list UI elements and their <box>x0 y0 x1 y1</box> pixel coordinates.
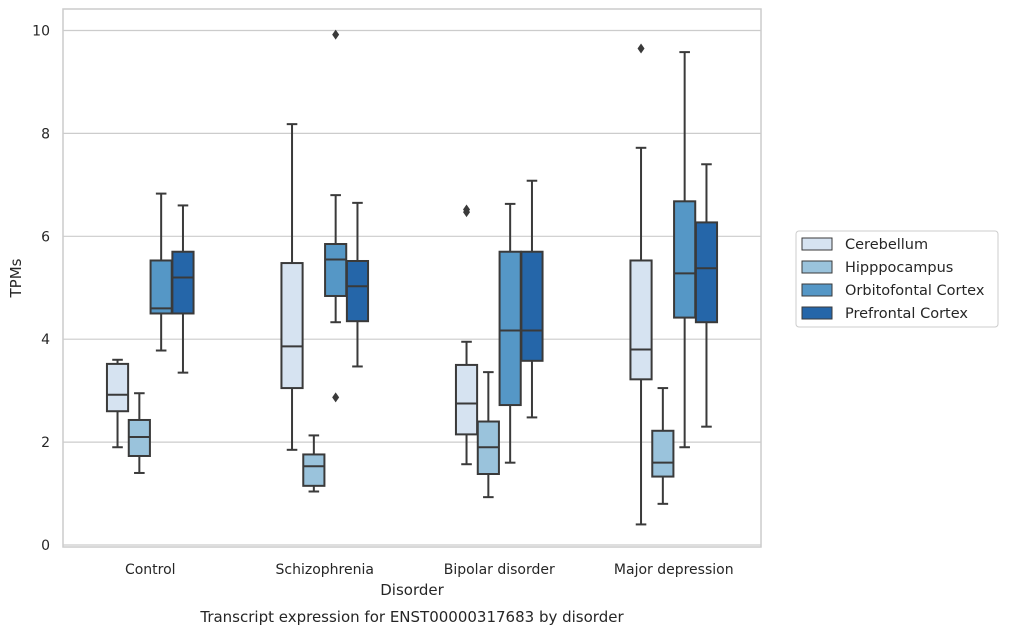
legend-label: Prefrontal Cortex <box>845 306 968 322</box>
y-tick-label: 2 <box>41 435 50 451</box>
boxes <box>105 29 719 526</box>
y-tick-label: 4 <box>41 332 50 348</box>
box-iqr <box>280 262 304 390</box>
box-plot <box>324 29 348 403</box>
legend-label: Cerebellum <box>845 237 928 253</box>
legend-label: Hipppocampus <box>845 260 953 276</box>
y-tick-label: 8 <box>41 126 50 142</box>
box-iqr <box>302 453 326 487</box>
box-plot <box>629 43 653 526</box>
box-iqr <box>149 259 173 315</box>
chart-title: Transcript expression for ENST0000031768… <box>199 608 624 626</box>
box-iqr <box>324 243 348 297</box>
box-plot <box>694 163 719 428</box>
legend-swatch <box>801 237 833 251</box>
x-tick-label: Major depression <box>614 562 734 578</box>
x-tick-label: Bipolar disorder <box>444 562 555 578</box>
box-plot <box>520 179 544 419</box>
outlier-marker <box>332 392 340 403</box>
box-iqr <box>105 362 130 413</box>
y-tick-label: 0 <box>41 538 50 554</box>
legend-frame <box>795 230 999 328</box>
box-plot <box>345 201 370 368</box>
y-tick-label: 6 <box>41 229 50 245</box>
box-plot <box>673 51 697 449</box>
box-iqr <box>651 429 675 478</box>
box-iqr <box>694 221 719 324</box>
y-tick-labels: 0 2 4 6 8 10 <box>32 24 50 555</box>
box-plot <box>476 371 500 499</box>
box-iqr <box>629 259 653 381</box>
outlier-marker <box>637 43 645 54</box>
box-plot <box>280 123 304 451</box>
box-iqr <box>345 259 370 323</box>
box-iqr <box>454 363 479 436</box>
box-plot <box>651 387 675 505</box>
outlier-marker <box>332 29 340 40</box>
box-plot <box>302 434 326 493</box>
legend: Cerebellum Hipppocampus Orbitofontal Corte… <box>795 230 999 328</box>
legend-swatch <box>801 283 833 297</box>
box-plot <box>498 202 522 464</box>
x-axis-title: Disorder <box>380 581 444 599</box>
legend-swatch <box>801 260 833 274</box>
x-tick-labels: Control Schizophrenia Bipolar disorder Majo… <box>125 562 734 578</box>
plot-frame <box>62 8 762 548</box>
x-tick-label: Control <box>125 562 176 578</box>
box-iqr <box>127 418 151 457</box>
box-plot <box>149 192 173 352</box>
box-plot <box>127 392 151 474</box>
box-iqr <box>171 250 195 315</box>
legend-items: Cerebellum Hipppocampus Orbitofontal Corte… <box>801 237 985 322</box>
legend-swatch <box>801 306 833 320</box>
box-plot <box>454 204 479 466</box>
box-plot <box>105 358 130 449</box>
legend-label: Orbitofontal Cortex <box>845 283 985 299</box>
outlier-marker <box>463 204 471 215</box>
box-iqr <box>520 250 544 362</box>
box-iqr <box>673 200 697 319</box>
y-tick-label: 10 <box>32 24 50 40</box>
grid-lines <box>63 29 761 546</box>
box-plot <box>171 204 195 374</box>
box-iqr <box>498 250 522 407</box>
x-tick-label: Schizophrenia <box>276 562 374 578</box>
y-axis-title: TPMs <box>7 258 25 298</box>
